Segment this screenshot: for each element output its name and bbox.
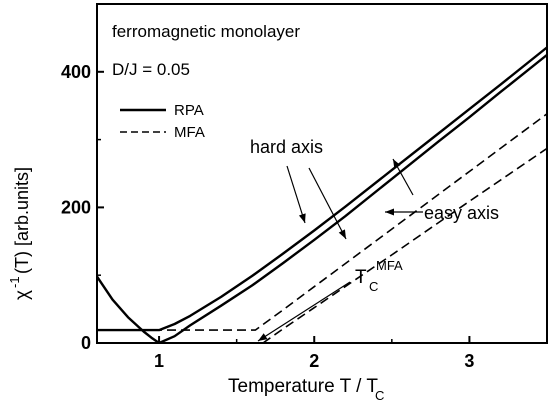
- y-axis-label: χ -1 (T) [arb.units]: [7, 167, 33, 300]
- easy-axis-arrow-rpa: [392, 158, 414, 196]
- tc-mfa-symbol: T: [355, 267, 367, 288]
- easy-axis-arrow-mfa: [385, 208, 423, 216]
- legend-mfa-label: MFA: [174, 124, 205, 141]
- x-tick-label: 3: [464, 351, 474, 371]
- y-tick-label: 400: [61, 62, 91, 82]
- legend-rpa-label: RPA: [174, 102, 204, 119]
- tc-mfa-annotation: T C MFA: [355, 258, 403, 294]
- y-axis-label-superscript: -1: [7, 276, 22, 288]
- y-tick-label: 200: [61, 197, 91, 217]
- y-tick-label: 0: [81, 333, 91, 353]
- hard-axis-arrow-mfa: [308, 167, 347, 240]
- y-axis-label-symbol: χ: [12, 290, 33, 300]
- tc-mfa-subscript: C: [369, 279, 378, 294]
- ratio-annotation: D/J = 0.05: [112, 60, 190, 79]
- x-tick-label: 2: [309, 351, 319, 371]
- series-mfa-easy-axis: [262, 147, 547, 343]
- easy-axis-annotation: easy axis: [424, 203, 499, 223]
- system-annotation: ferromagnetic monolayer: [112, 22, 300, 41]
- x-tick-label: 1: [154, 351, 164, 371]
- axis-ticks: 1 2 3 0 200 400: [61, 62, 474, 371]
- annotation-arrows: [257, 158, 423, 342]
- x-axis-label-subscript: C: [375, 388, 384, 403]
- series-mfa-hard-axis: [97, 113, 547, 331]
- y-axis-label-rest: (T) [arb.units]: [12, 167, 32, 274]
- hard-axis-annotation: hard axis: [250, 137, 323, 157]
- x-axis-label: Temperature T / T C: [228, 376, 384, 403]
- plot-frame: [96, 3, 548, 344]
- series-rpa-easy-axis: [97, 53, 547, 343]
- legend: RPA MFA: [120, 102, 205, 141]
- tc-mfa-superscript: MFA: [376, 258, 403, 273]
- series-layer: [97, 46, 547, 343]
- tc-mfa-arrow: [257, 281, 351, 342]
- hard-axis-arrow-rpa: [286, 165, 306, 224]
- x-axis-label-main: Temperature T / T: [228, 376, 378, 397]
- series-rpa-hard-axis: [97, 46, 547, 332]
